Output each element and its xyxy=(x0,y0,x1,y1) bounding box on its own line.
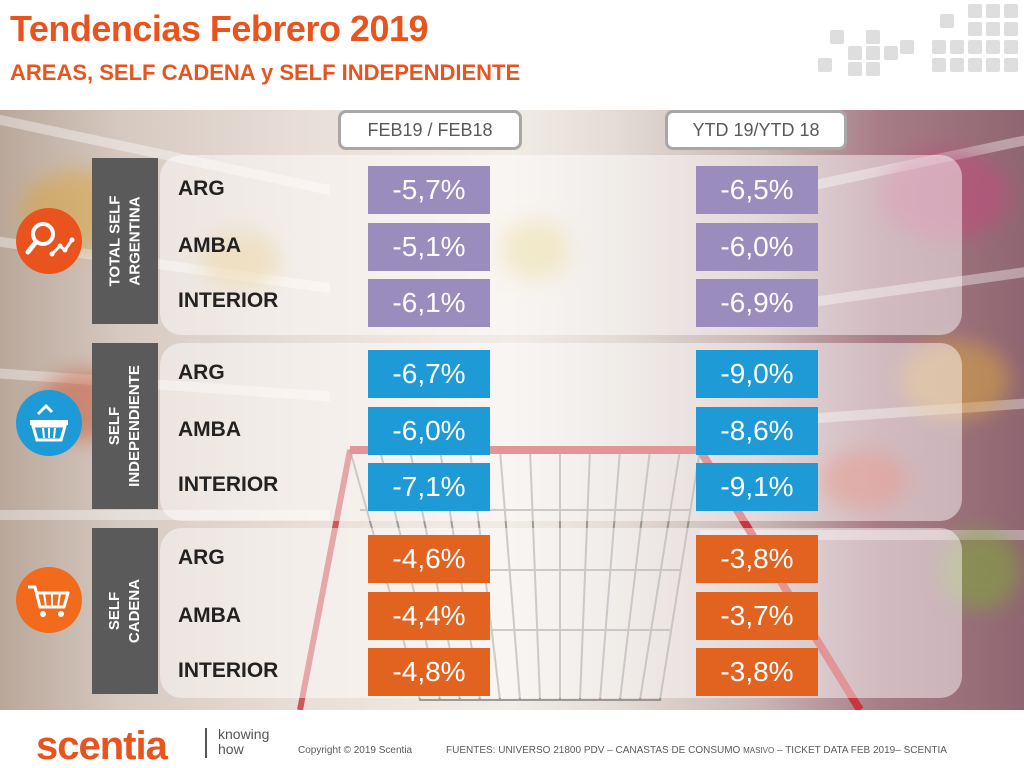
row-label-arg: ARG xyxy=(178,361,225,384)
value-feb-cadena-arg: -4,6% xyxy=(368,535,490,583)
value-ytd-total-interior: -6,9% xyxy=(696,279,818,327)
band-self-independiente: SELF INDEPENDIENTE xyxy=(92,343,158,509)
band-line-1: SELF xyxy=(106,406,123,446)
value-feb-total-amba: -5,1% xyxy=(368,223,490,271)
band-line-2: INDEPENDIENTE xyxy=(126,365,143,487)
trend-magnifier-icon xyxy=(16,208,82,274)
panel-total-self xyxy=(160,155,962,335)
band-total-self-argentina: TOTAL SELF ARGENTINA xyxy=(92,158,158,324)
tagline: knowing how xyxy=(218,727,269,757)
band-line-1: SELF xyxy=(105,591,123,631)
value-feb-total-interior: -6,1% xyxy=(368,279,490,327)
copyright-text: Copyright © 2019 Scentia xyxy=(298,745,413,756)
logo-divider xyxy=(205,728,207,758)
value-feb-indep-arg: -6,7% xyxy=(368,350,490,398)
row-label-interior: INTERIOR xyxy=(178,473,279,496)
tagline-line-1: knowing xyxy=(218,726,270,742)
value-ytd-indep-interior: -9,1% xyxy=(696,463,818,511)
band-self-cadena: SELF CADENA xyxy=(92,528,158,694)
column-header-feb: FEB19 / FEB18 xyxy=(338,110,522,150)
panel-self-independiente xyxy=(160,343,962,521)
row-label-arg: ARG xyxy=(178,546,225,569)
value-feb-cadena-interior: -4,8% xyxy=(368,648,490,696)
sources-text: FUENTES: UNIVERSO 21800 PDV – CANASTAS D… xyxy=(446,745,947,756)
column-header-ytd: YTD 19/YTD 18 xyxy=(665,110,847,150)
supermarket-background xyxy=(0,110,1024,710)
row-label-interior: INTERIOR xyxy=(178,289,279,312)
row-label-amba: AMBA xyxy=(178,418,241,441)
sources-part-a: FUENTES: UNIVERSO 21800 PDV – CANASTAS D… xyxy=(446,745,741,756)
value-ytd-cadena-arg: -3,8% xyxy=(696,535,818,583)
band-line-2: CADENA xyxy=(125,578,143,644)
value-feb-total-arg: -5,7% xyxy=(368,166,490,214)
scentia-logo: scentia xyxy=(36,724,168,768)
shopping-basket-icon xyxy=(16,390,82,456)
row-label-amba: AMBA xyxy=(178,234,241,257)
row-label-amba: AMBA xyxy=(178,604,241,627)
value-ytd-cadena-amba: -3,7% xyxy=(696,592,818,640)
row-label-arg: ARG xyxy=(178,177,225,200)
sources-part-c: – TICKET DATA FEB 2019– SCENTIA xyxy=(777,745,947,756)
band-line-2: ARGENTINA xyxy=(126,196,143,286)
value-ytd-indep-arg: -9,0% xyxy=(696,350,818,398)
row-label-interior: INTERIOR xyxy=(178,659,279,682)
value-feb-indep-interior: -7,1% xyxy=(368,463,490,511)
value-ytd-indep-amba: -8,6% xyxy=(696,407,818,455)
slide-title: Tendencias Febrero 2019 xyxy=(10,8,429,49)
shopping-cart-icon xyxy=(16,567,82,633)
value-ytd-total-amba: -6,0% xyxy=(696,223,818,271)
tagline-line-2: how xyxy=(218,741,244,757)
value-ytd-cadena-interior: -3,8% xyxy=(696,648,818,696)
footer: scentia knowing how Copyright © 2019 Sce… xyxy=(0,710,1024,768)
slide-subtitle: AREAS, SELF CADENA y SELF INDEPENDIENTE xyxy=(10,60,521,85)
panel-self-cadena xyxy=(160,528,962,698)
value-feb-indep-amba: -6,0% xyxy=(368,407,490,455)
band-line-1: TOTAL SELF xyxy=(106,195,123,287)
value-feb-cadena-amba: -4,4% xyxy=(368,592,490,640)
sources-part-b: MASIVO xyxy=(743,746,775,755)
value-ytd-total-arg: -6,5% xyxy=(696,166,818,214)
